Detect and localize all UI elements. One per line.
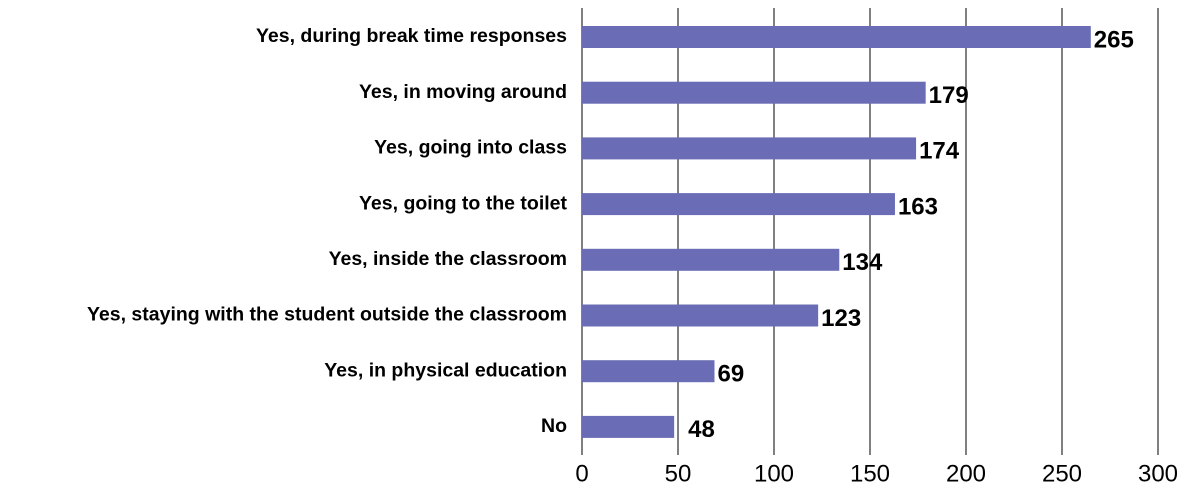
category-label: Yes, inside the classroom: [329, 248, 567, 270]
category-label: Yes, in physical education: [324, 359, 567, 381]
value-label: 134: [842, 249, 883, 276]
x-tick-label: 100: [754, 460, 794, 487]
x-tick-label: 200: [946, 460, 986, 487]
value-label: 48: [688, 416, 715, 443]
x-tick-label: 250: [1042, 460, 1082, 487]
category-label: No: [541, 415, 567, 437]
category-label: Yes, staying with the student outside th…: [87, 304, 567, 326]
value-label: 163: [898, 193, 938, 220]
bar: [582, 26, 1091, 48]
value-label: 179: [929, 82, 969, 109]
category-label: Yes, during break time responses: [256, 25, 567, 47]
value-label: 265: [1094, 26, 1134, 53]
x-tick-label: 0: [575, 460, 588, 487]
bar: [582, 137, 917, 160]
bar: [582, 193, 895, 216]
bar: [582, 415, 675, 438]
bar: [582, 360, 715, 383]
bar: [582, 81, 926, 104]
category-label: Yes, in moving around: [359, 81, 567, 103]
value-label: 174: [919, 138, 960, 165]
x-tick-label: 150: [850, 460, 890, 487]
category-label: Yes, going to the toilet: [359, 192, 568, 214]
value-label: 123: [821, 305, 861, 332]
x-tick-label: 300: [1138, 460, 1178, 487]
category-label: Yes, going into class: [374, 137, 567, 159]
bar: [582, 304, 819, 327]
value-label: 69: [717, 361, 744, 388]
bar: [582, 248, 840, 271]
x-tick-label: 50: [665, 460, 692, 487]
